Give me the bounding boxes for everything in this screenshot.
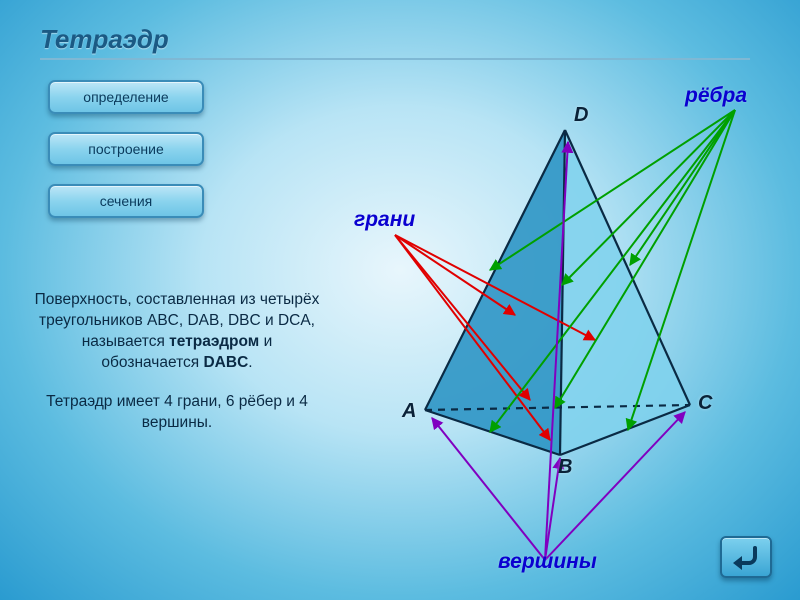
nav-buttons: определение построение сечения [48, 80, 204, 218]
return-button[interactable] [720, 536, 772, 578]
tetrahedron-diagram: рёбра грани вершины D A B C [340, 70, 780, 570]
btn-label: сечения [100, 193, 153, 209]
return-icon [729, 544, 763, 570]
paragraph-1: Поверхность, составленная из четырёх тре… [32, 290, 322, 374]
p1-post: . [248, 354, 252, 371]
label-edges: рёбра [685, 84, 747, 108]
label-faces: грани [354, 208, 415, 232]
btn-label: построение [88, 141, 163, 157]
label-vertices: вершины [498, 550, 597, 574]
btn-label: определение [83, 89, 168, 105]
p1-b1: тетраэдром [169, 333, 259, 350]
body-text: Поверхность, составленная из четырёх тре… [32, 290, 322, 434]
vertex-C: C [698, 392, 712, 415]
p1-b2: DABC [203, 354, 248, 371]
vertex-D: D [574, 104, 588, 127]
title-underline [40, 58, 750, 60]
paragraph-2: Тетраэдр имеет 4 грани, 6 рёбер и 4 верш… [32, 392, 322, 434]
btn-definition[interactable]: определение [48, 80, 204, 114]
tetra-svg [340, 70, 780, 570]
vertex-A: A [402, 400, 416, 423]
btn-sections[interactable]: сечения [48, 184, 204, 218]
slide: Тетраэдр определение построение сечения … [0, 0, 800, 600]
vertex-B: B [558, 456, 572, 479]
btn-construction[interactable]: построение [48, 132, 204, 166]
page-title: Тетраэдр [40, 24, 169, 55]
